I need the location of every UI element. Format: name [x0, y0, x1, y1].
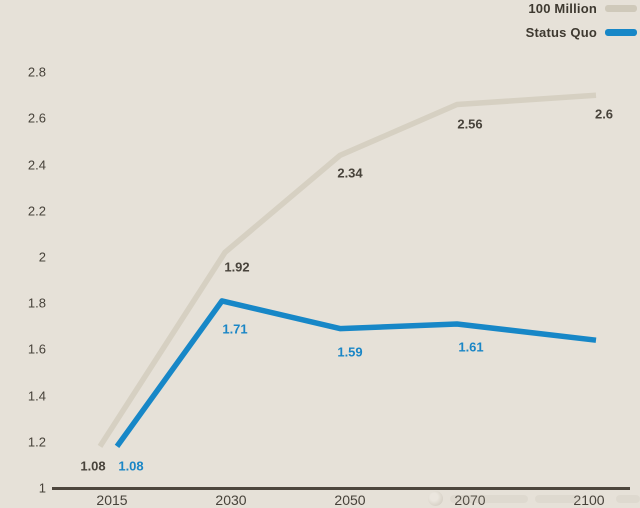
point-label-100-million-2100: 2.6: [594, 106, 614, 122]
x-tick-2100: 2100: [573, 492, 605, 508]
x-tick-2050: 2050: [334, 492, 366, 508]
legend: 100 Million Status Quo: [525, 0, 637, 40]
x-tick-2030: 2030: [215, 492, 247, 508]
legend-swatch-status-quo-icon: [605, 28, 637, 36]
legend-item-100-million: 100 Million: [526, 0, 637, 16]
point-label-status-quo-2015: 1.08: [118, 458, 144, 474]
y-tick-2.4: 2.4: [27, 157, 46, 173]
legend-item-status-quo: Status Quo: [525, 24, 637, 40]
y-tick-1.6: 1.6: [27, 341, 46, 357]
y-tick-1.4: 1.4: [27, 388, 46, 404]
y-tick-1.8: 1.8: [27, 295, 46, 311]
series-line-status-quo: [114, 298, 597, 449]
y-tick-2.8: 2.8: [27, 64, 46, 80]
point-label-100-million-2030: 1.92: [224, 259, 250, 275]
y-tick-2.2: 2.2: [27, 203, 46, 219]
point-label-status-quo-2070: 1.61: [458, 339, 484, 355]
point-label-status-quo-2030: 1.71: [222, 321, 248, 337]
legend-label-100-million: 100 Million: [528, 0, 597, 16]
point-label-100-million-2050: 2.34: [337, 165, 363, 181]
y-tick-2.6: 2.6: [27, 110, 46, 126]
x-axis-line: [52, 487, 630, 490]
legend-label-status-quo: Status Quo: [525, 24, 597, 40]
y-tick-1.2: 1.2: [27, 434, 46, 450]
point-label-status-quo-2050: 1.59: [337, 344, 363, 360]
legend-swatch-100-million-icon: [605, 4, 637, 12]
series-line-100-million: [97, 92, 597, 448]
y-tick-1: 1: [38, 480, 46, 496]
x-tick-2070: 2070: [454, 492, 486, 508]
point-label-100-million-2015: 1.08: [80, 458, 106, 474]
y-tick-2: 2: [38, 249, 46, 265]
x-tick-2015: 2015: [96, 492, 128, 508]
point-label-100-million-2070: 2.56: [457, 116, 483, 132]
